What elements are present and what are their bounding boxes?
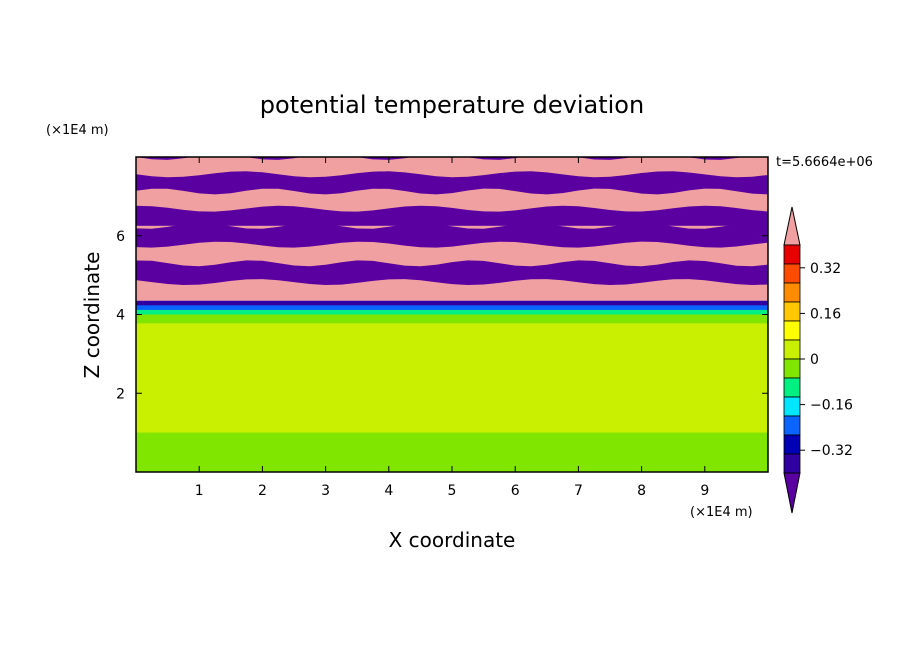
stripe bbox=[136, 188, 768, 212]
colorbar-min-arrow bbox=[783, 472, 801, 514]
colorbar-segment bbox=[783, 301, 801, 322]
band-2-layer bbox=[136, 305, 768, 311]
z-tick-label: 6 bbox=[116, 229, 125, 245]
colorbar-segment bbox=[783, 263, 801, 284]
x-axis-ticks: 1 2 3 4 5 6 7 8 9 bbox=[195, 157, 709, 499]
time-label: t=5.6664e+06 bbox=[776, 155, 873, 170]
band-5-layer bbox=[136, 393, 768, 434]
colorbar-max-arrow bbox=[783, 206, 801, 246]
colorbar-segment bbox=[783, 358, 801, 379]
z-axis-label: Z coordinate bbox=[80, 252, 104, 379]
x-axis-label: X coordinate bbox=[389, 528, 516, 552]
z-tick-label: 2 bbox=[116, 386, 125, 402]
z-tick-label: 4 bbox=[116, 308, 125, 324]
band-2-layer bbox=[136, 300, 768, 306]
chart-title: potential temperature deviation bbox=[260, 91, 644, 119]
band-4-layer bbox=[136, 332, 768, 364]
stripe bbox=[136, 157, 768, 178]
band-4-layer bbox=[136, 362, 768, 394]
colorbar-tick-label: −0.32 bbox=[810, 443, 853, 459]
x-tick-label: 5 bbox=[448, 483, 457, 499]
band-3-layer bbox=[136, 323, 768, 333]
colorbar-segment bbox=[783, 434, 801, 455]
x-unit-label: (×1E4 m) bbox=[690, 505, 753, 520]
x-tick-label: 8 bbox=[637, 483, 646, 499]
band-2-layer bbox=[136, 309, 768, 315]
colorbar-segment bbox=[783, 339, 801, 360]
band-5-layer bbox=[136, 432, 768, 472]
colorbar-segment bbox=[783, 453, 801, 474]
x-tick-label: 2 bbox=[258, 483, 267, 499]
colorbar-segment bbox=[783, 415, 801, 436]
colorbar-segment bbox=[783, 396, 801, 417]
colorbar-segment bbox=[783, 377, 801, 398]
colorbar-segment bbox=[783, 320, 801, 341]
x-tick-label: 3 bbox=[321, 483, 330, 499]
x-tick-label: 9 bbox=[700, 483, 709, 499]
band-3-layer bbox=[136, 314, 768, 324]
colorbar-segment bbox=[783, 244, 801, 265]
stripe bbox=[136, 260, 768, 285]
x-tick-label: 4 bbox=[384, 483, 393, 499]
x-tick-label: 7 bbox=[574, 483, 583, 499]
x-tick-label: 6 bbox=[511, 483, 520, 499]
z-axis-ticks: 2 4 6 bbox=[116, 229, 768, 402]
colorbar: 0.32 0.16 0 −0.16 −0.32 bbox=[783, 206, 853, 514]
x-tick-label: 1 bbox=[195, 483, 204, 499]
colorbar-tick-label: 0 bbox=[810, 352, 819, 368]
colorbar-tick-label: 0.16 bbox=[810, 306, 841, 322]
colorbar-segment bbox=[783, 282, 801, 303]
z-unit-label: (×1E4 m) bbox=[46, 123, 109, 138]
colorbar-tick-label: −0.16 bbox=[810, 398, 853, 414]
contour-field bbox=[136, 157, 768, 472]
colorbar-tick-label: 0.32 bbox=[810, 261, 841, 277]
stripe bbox=[136, 222, 768, 248]
